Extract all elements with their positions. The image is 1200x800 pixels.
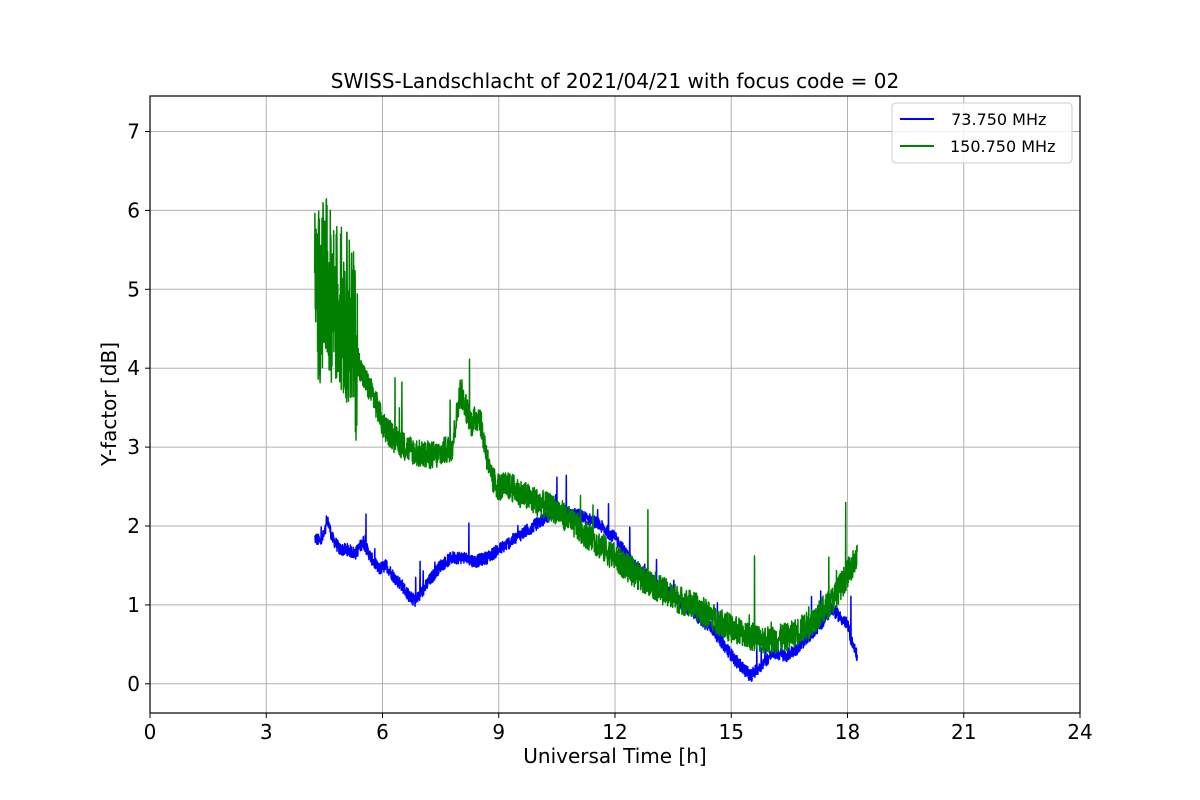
y-tick-label: 4 <box>127 356 140 380</box>
y-tick-label: 0 <box>127 672 140 696</box>
x-tick-label: 9 <box>492 720 505 744</box>
grid-lines <box>149 96 1081 713</box>
y-tick-label: 1 <box>127 593 140 617</box>
x-tick-label: 21 <box>951 720 976 744</box>
x-tick-label: 6 <box>376 720 389 744</box>
x-axis: 0 3 6 9 12 15 18 21 24 <box>144 713 1093 744</box>
legend-label-1: 73.750 MHz <box>946 110 1046 129</box>
y-axis-label: Y-factor [dB] <box>97 342 121 467</box>
x-tick-label: 15 <box>719 720 744 744</box>
series-line-2 <box>313 198 858 655</box>
x-tick-label: 24 <box>1067 720 1092 744</box>
x-tick-label: 3 <box>260 720 273 744</box>
x-axis-label: Universal Time [h] <box>523 744 706 768</box>
y-tick-label: 5 <box>127 277 140 301</box>
y-tick-label: 3 <box>127 435 140 459</box>
y-axis: 0 1 2 3 4 5 6 7 <box>127 120 150 696</box>
legend: 73.750 MHz 150.750 MHz <box>891 102 1073 164</box>
x-tick-label: 18 <box>835 720 860 744</box>
y-tick-label: 7 <box>127 120 140 144</box>
chart-title: SWISS-Landschlacht of 2021/04/21 with fo… <box>331 69 899 93</box>
x-tick-label: 12 <box>602 720 627 744</box>
series-line-1 <box>314 474 858 682</box>
y-tick-label: 2 <box>127 514 140 538</box>
legend-box <box>891 102 1073 164</box>
x-tick-label: 0 <box>144 720 157 744</box>
legend-label-2: 150.750 MHz <box>950 137 1055 156</box>
series-layer <box>313 198 858 682</box>
y-tick-label: 6 <box>127 198 140 222</box>
